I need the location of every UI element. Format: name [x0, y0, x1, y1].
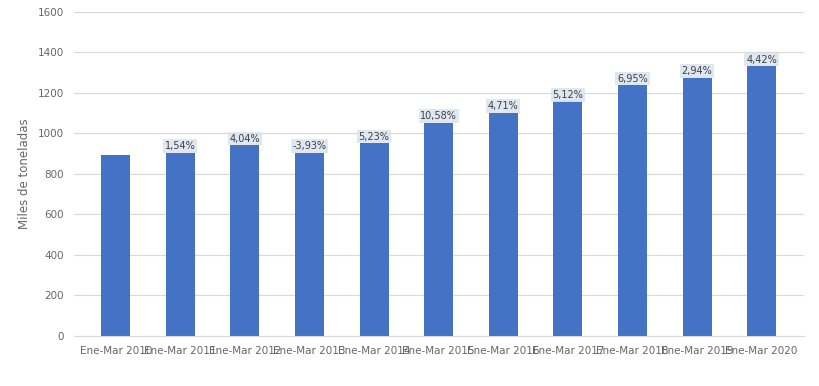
- Text: 5,23%: 5,23%: [358, 132, 389, 142]
- Y-axis label: Miles de toneladas: Miles de toneladas: [18, 119, 31, 229]
- Text: 4,42%: 4,42%: [745, 55, 776, 65]
- Bar: [295, 153, 324, 336]
- Bar: [746, 66, 776, 336]
- Text: 1,54%: 1,54%: [165, 141, 196, 151]
- Bar: [423, 123, 453, 336]
- Text: 6,95%: 6,95%: [617, 73, 647, 83]
- Bar: [230, 145, 259, 336]
- Text: -3,93%: -3,93%: [292, 141, 326, 151]
- Bar: [360, 143, 388, 336]
- Text: 4,71%: 4,71%: [487, 101, 518, 111]
- Bar: [553, 102, 581, 336]
- Bar: [681, 78, 711, 336]
- Bar: [618, 85, 646, 336]
- Text: 10,58%: 10,58%: [420, 111, 456, 121]
- Bar: [101, 156, 130, 336]
- Text: 2,94%: 2,94%: [681, 66, 712, 76]
- Text: 5,12%: 5,12%: [552, 90, 582, 100]
- Text: 4,04%: 4,04%: [229, 134, 260, 144]
- Bar: [165, 153, 195, 336]
- Bar: [488, 113, 517, 336]
